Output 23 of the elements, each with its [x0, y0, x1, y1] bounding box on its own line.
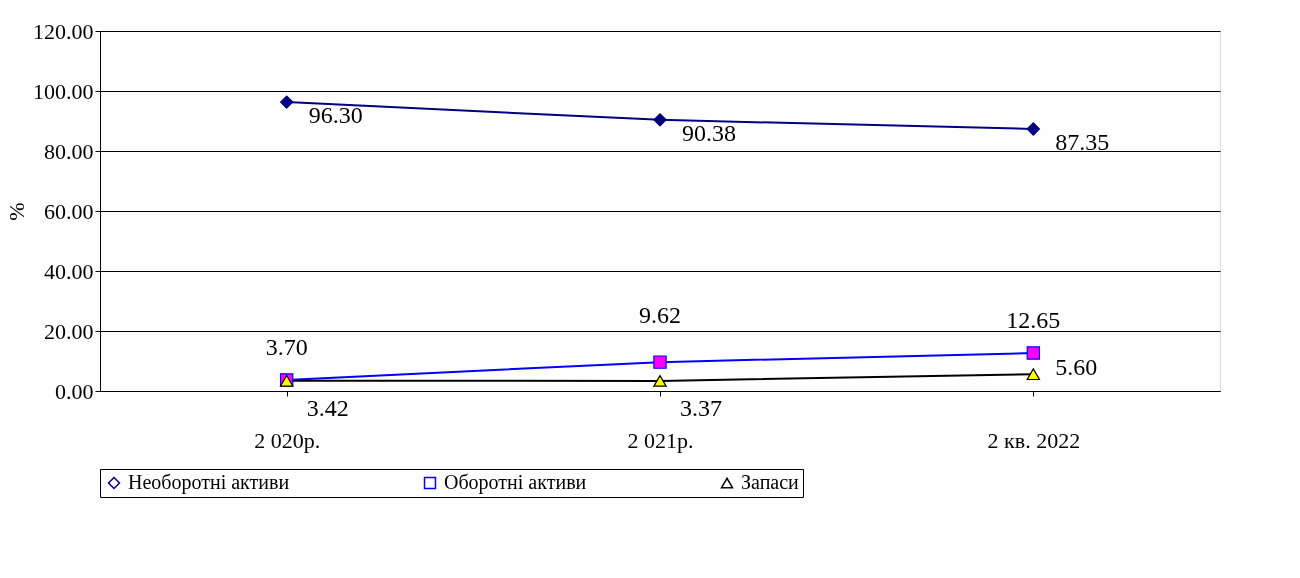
data-label: 9.62 [639, 302, 681, 329]
x-tick-label: 2 кв. 2022 [987, 427, 1081, 453]
data-label: 5.60 [1055, 354, 1098, 381]
y-tick-label: 80.00 [44, 138, 94, 164]
data-label: 12.65 [1006, 307, 1061, 334]
y-tick-label: 40.00 [44, 258, 94, 284]
x-tick-label: 2 020р. [254, 427, 321, 453]
data-label: 3.70 [265, 333, 308, 360]
x-tick-label: 2 021р. [627, 427, 694, 453]
y-tick-label: 120.00 [33, 18, 94, 44]
legend-label: Необоротні активи [128, 471, 290, 494]
y-tick-label: 100.00 [33, 78, 94, 104]
y-tick-label: 20.00 [44, 318, 94, 344]
data-label: 87.35 [1055, 128, 1110, 155]
y-axis-title: % [4, 202, 29, 221]
data-label: 90.38 [682, 119, 736, 146]
y-tick-label: 60.00 [44, 198, 94, 224]
data-label: 96.30 [308, 102, 363, 129]
data-label: 3.42 [306, 394, 349, 421]
legend-label: Оборотні активи [444, 471, 587, 494]
y-tick-label: 0.00 [55, 378, 94, 404]
legend-label: Запаси [741, 471, 800, 493]
data-label: 3.37 [680, 394, 722, 421]
